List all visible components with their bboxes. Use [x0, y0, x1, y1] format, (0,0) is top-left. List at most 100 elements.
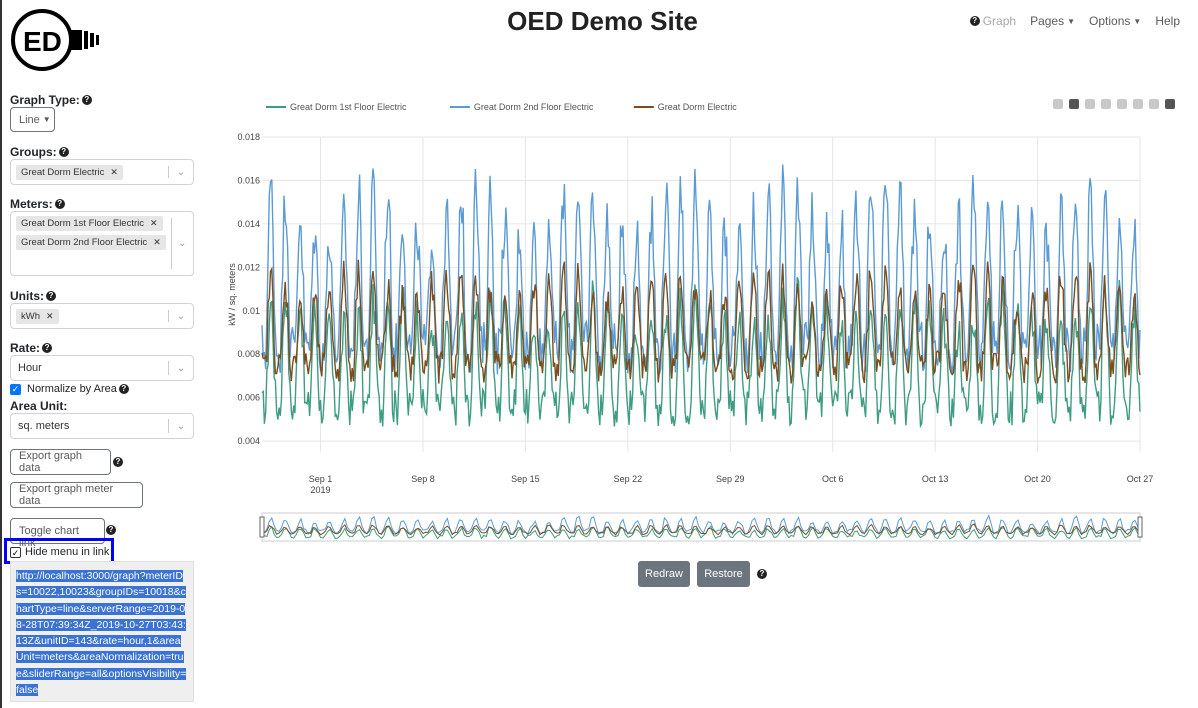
y-tick-label: 0.006 — [237, 393, 260, 403]
rate-label-text: Rate: — [10, 341, 41, 355]
normalize-label: Normalize by Area — [27, 383, 117, 395]
top-navbar: ? Graph Pages ▼ Options ▼ Help — [969, 14, 1180, 28]
normalize-checkbox[interactable]: ✓ — [10, 383, 21, 395]
redraw-button[interactable]: Redraw — [638, 561, 690, 587]
pan-icon[interactable] — [1085, 99, 1095, 109]
hide-menu-row: ✓ Hide menu in link — [10, 546, 118, 558]
help-icon[interactable]: ? — [54, 199, 65, 209]
area-unit-label: Area Unit: — [10, 399, 67, 413]
restore-label: Restore — [704, 568, 743, 580]
y-tick-label: 0.016 — [237, 175, 260, 185]
y-tick-label: 0.01 — [242, 306, 260, 316]
question-circle-icon: ? — [969, 16, 980, 26]
chevron-down-icon[interactable]: ⌄ — [176, 310, 186, 322]
hide-menu-checkbox[interactable]: ✓ — [10, 546, 21, 558]
x-tick-label: Oct 6 — [822, 474, 844, 484]
remove-chip-icon[interactable]: ✕ — [46, 310, 54, 321]
caret-down-icon: ▼ — [1067, 16, 1076, 26]
remove-chip-icon[interactable]: ✕ — [110, 166, 118, 177]
y-tick-label: 0.012 — [237, 262, 260, 272]
caret-down-icon: ▼ — [1133, 16, 1142, 26]
unit-chip-label: kWh — [21, 310, 40, 322]
nav-graph[interactable]: ? Graph — [969, 14, 1017, 28]
svg-text:ED: ED — [23, 26, 62, 57]
units-label-text: Units: — [10, 289, 44, 303]
graph-type-label-text: Graph Type: — [10, 93, 80, 107]
camera-icon[interactable] — [1053, 99, 1063, 109]
chevron-down-icon[interactable]: ⌄ — [176, 362, 186, 374]
oed-logo[interactable]: ED — [10, 8, 102, 72]
units-select[interactable]: kWh ✕ ⌄ — [10, 303, 194, 329]
line-chart-svg[interactable]: 0.004 0.006 0.008 0.01 0.012 0.014 0.016 0.018 S… — [220, 95, 1192, 555]
y-axis-label: kW / sq. meters — [227, 263, 237, 326]
range-slider-line — [261, 523, 1141, 536]
groups-select[interactable]: Great Dorm Electric ✕ ⌄ — [10, 159, 194, 185]
area-unit-label-text: Area Unit: — [10, 399, 68, 413]
redraw-label: Redraw — [645, 568, 683, 580]
help-icon[interactable]: ? — [106, 525, 116, 535]
plotly-logo-icon[interactable] — [1165, 99, 1175, 109]
select-divider — [168, 166, 169, 178]
legend-label: Great Dorm 2nd Floor Electric — [474, 102, 594, 112]
x-tick-label: Oct 27 — [1127, 474, 1154, 484]
rate-select[interactable]: Hour ⌄ — [10, 355, 194, 381]
meter-chip-label: Great Dorm 1st Floor Electric — [21, 218, 144, 229]
nav-graph-label: Graph — [982, 14, 1017, 28]
help-icon[interactable]: ? — [81, 95, 92, 105]
range-slider-line — [261, 514, 1141, 536]
help-icon[interactable]: ? — [58, 147, 69, 157]
area-unit-value: sq. meters — [18, 420, 70, 432]
nav-pages-dropdown[interactable]: Pages ▼ — [1030, 14, 1075, 28]
zoom-out-icon[interactable] — [1117, 99, 1127, 109]
export-graph-meter-data-button[interactable]: Export graph meter data — [10, 482, 143, 508]
export-graph-data-button[interactable]: Export graph data — [10, 449, 111, 475]
series-line — [261, 164, 1141, 375]
area-unit-select[interactable]: sq. meters ⌄ — [10, 413, 194, 439]
help-icon[interactable]: ? — [42, 343, 53, 353]
remove-chip-icon[interactable]: ✕ — [150, 218, 158, 228]
chart-link-text[interactable]: http://localhost:3000/graph?meterIDs=100… — [16, 568, 188, 698]
x-tick-label: Oct 13 — [922, 474, 949, 484]
help-icon[interactable]: ? — [113, 457, 123, 467]
home-icon[interactable] — [1149, 99, 1159, 109]
meters-label: Meters: ? — [10, 197, 65, 211]
window-left-edge — [0, 0, 2, 708]
export-graph-data-label: Export graph data — [19, 450, 82, 474]
meters-select[interactable]: Great Dorm 1st Floor Electric ✕ Great Do… — [10, 211, 194, 276]
series-line — [261, 259, 1141, 384]
hide-menu-label: Hide menu in link — [25, 546, 110, 558]
meter-chip: Great Dorm 2nd Floor Electric ✕ — [16, 235, 166, 250]
chevron-down-icon[interactable]: ⌄ — [178, 238, 187, 249]
autoscale-icon[interactable] — [1133, 99, 1143, 109]
chart-link-url: http://localhost:3000/graph?meterIDs=100… — [16, 570, 187, 697]
help-icon[interactable]: ? — [118, 384, 129, 394]
remove-chip-icon[interactable]: ✕ — [153, 237, 161, 247]
graph-type-label: Graph Type: ? — [10, 93, 92, 107]
nav-options-dropdown[interactable]: Options ▼ — [1089, 14, 1141, 28]
line-chart[interactable]: 0.004 0.006 0.008 0.01 0.012 0.014 0.016 0.018 S… — [220, 95, 1192, 555]
nav-options-label: Options — [1089, 14, 1131, 28]
range-slider-handle-left[interactable] — [259, 516, 265, 538]
rate-value: Hour — [18, 362, 42, 374]
chevron-down-icon[interactable]: ⌄ — [176, 166, 186, 178]
select-divider — [168, 361, 169, 375]
select-divider — [170, 218, 172, 269]
caret-down-icon: ▼ — [42, 115, 51, 124]
meter-chip-label: Great Dorm 2nd Floor Electric — [21, 237, 148, 248]
nav-help[interactable]: Help — [1155, 14, 1180, 28]
help-icon[interactable]: ? — [46, 291, 56, 301]
groups-label: Groups: ? — [10, 145, 69, 159]
zoom-icon[interactable] — [1069, 99, 1079, 109]
x-tick-label: Sep 29 — [716, 474, 745, 484]
zoom-in-icon[interactable] — [1101, 99, 1111, 109]
range-slider-handle-right[interactable] — [1137, 516, 1143, 538]
export-graph-meter-data-label: Export graph meter data — [19, 483, 114, 507]
restore-button[interactable]: Restore — [697, 561, 750, 587]
help-icon[interactable]: ? — [757, 569, 767, 579]
nav-help-label: Help — [1155, 14, 1180, 28]
series-line — [261, 276, 1141, 429]
chart-link-box[interactable]: http://localhost:3000/graph?meterIDs=100… — [10, 561, 194, 702]
chevron-down-icon[interactable]: ⌄ — [176, 420, 186, 432]
graph-type-dropdown[interactable]: Line ▼ — [10, 107, 55, 132]
y-tick-label: 0.004 — [237, 436, 260, 446]
